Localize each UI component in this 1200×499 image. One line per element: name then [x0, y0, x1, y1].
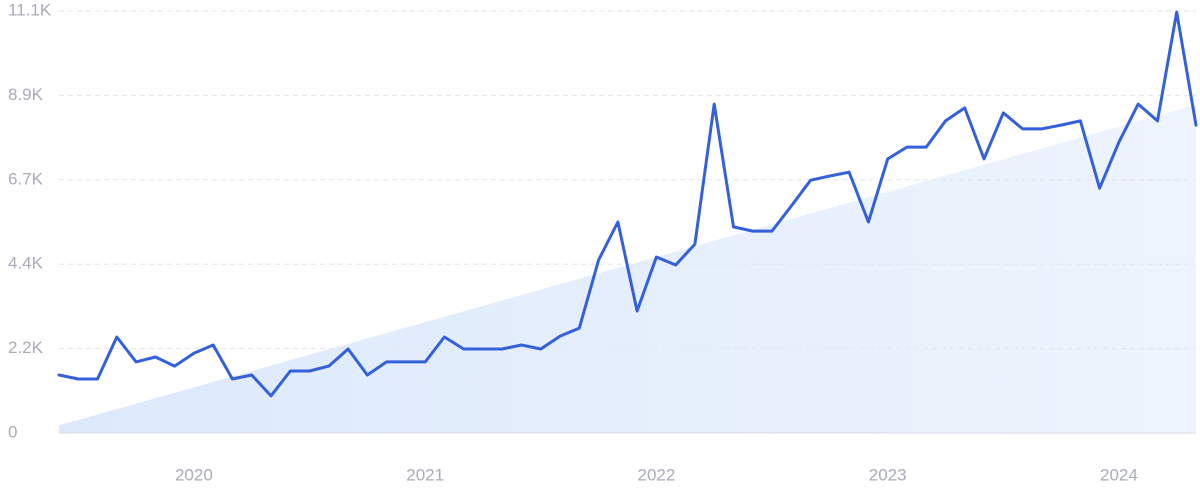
x-tick-label: 2020 [175, 465, 213, 484]
x-tick-label: 2021 [406, 465, 444, 484]
x-tick-label: 2022 [637, 465, 675, 484]
y-tick-label: 4.4K [8, 254, 44, 273]
y-tick-label: 11.1K [8, 0, 52, 19]
x-tick-label: 2023 [869, 465, 907, 484]
y-tick-label: 8.9K [8, 85, 44, 104]
y-tick-label: 6.7K [8, 169, 44, 188]
y-tick-label: 2.2K [8, 338, 44, 357]
x-tick-label: 2024 [1100, 465, 1138, 484]
data-line [57, 10, 1198, 398]
y-tick-label: 0 [8, 422, 17, 441]
